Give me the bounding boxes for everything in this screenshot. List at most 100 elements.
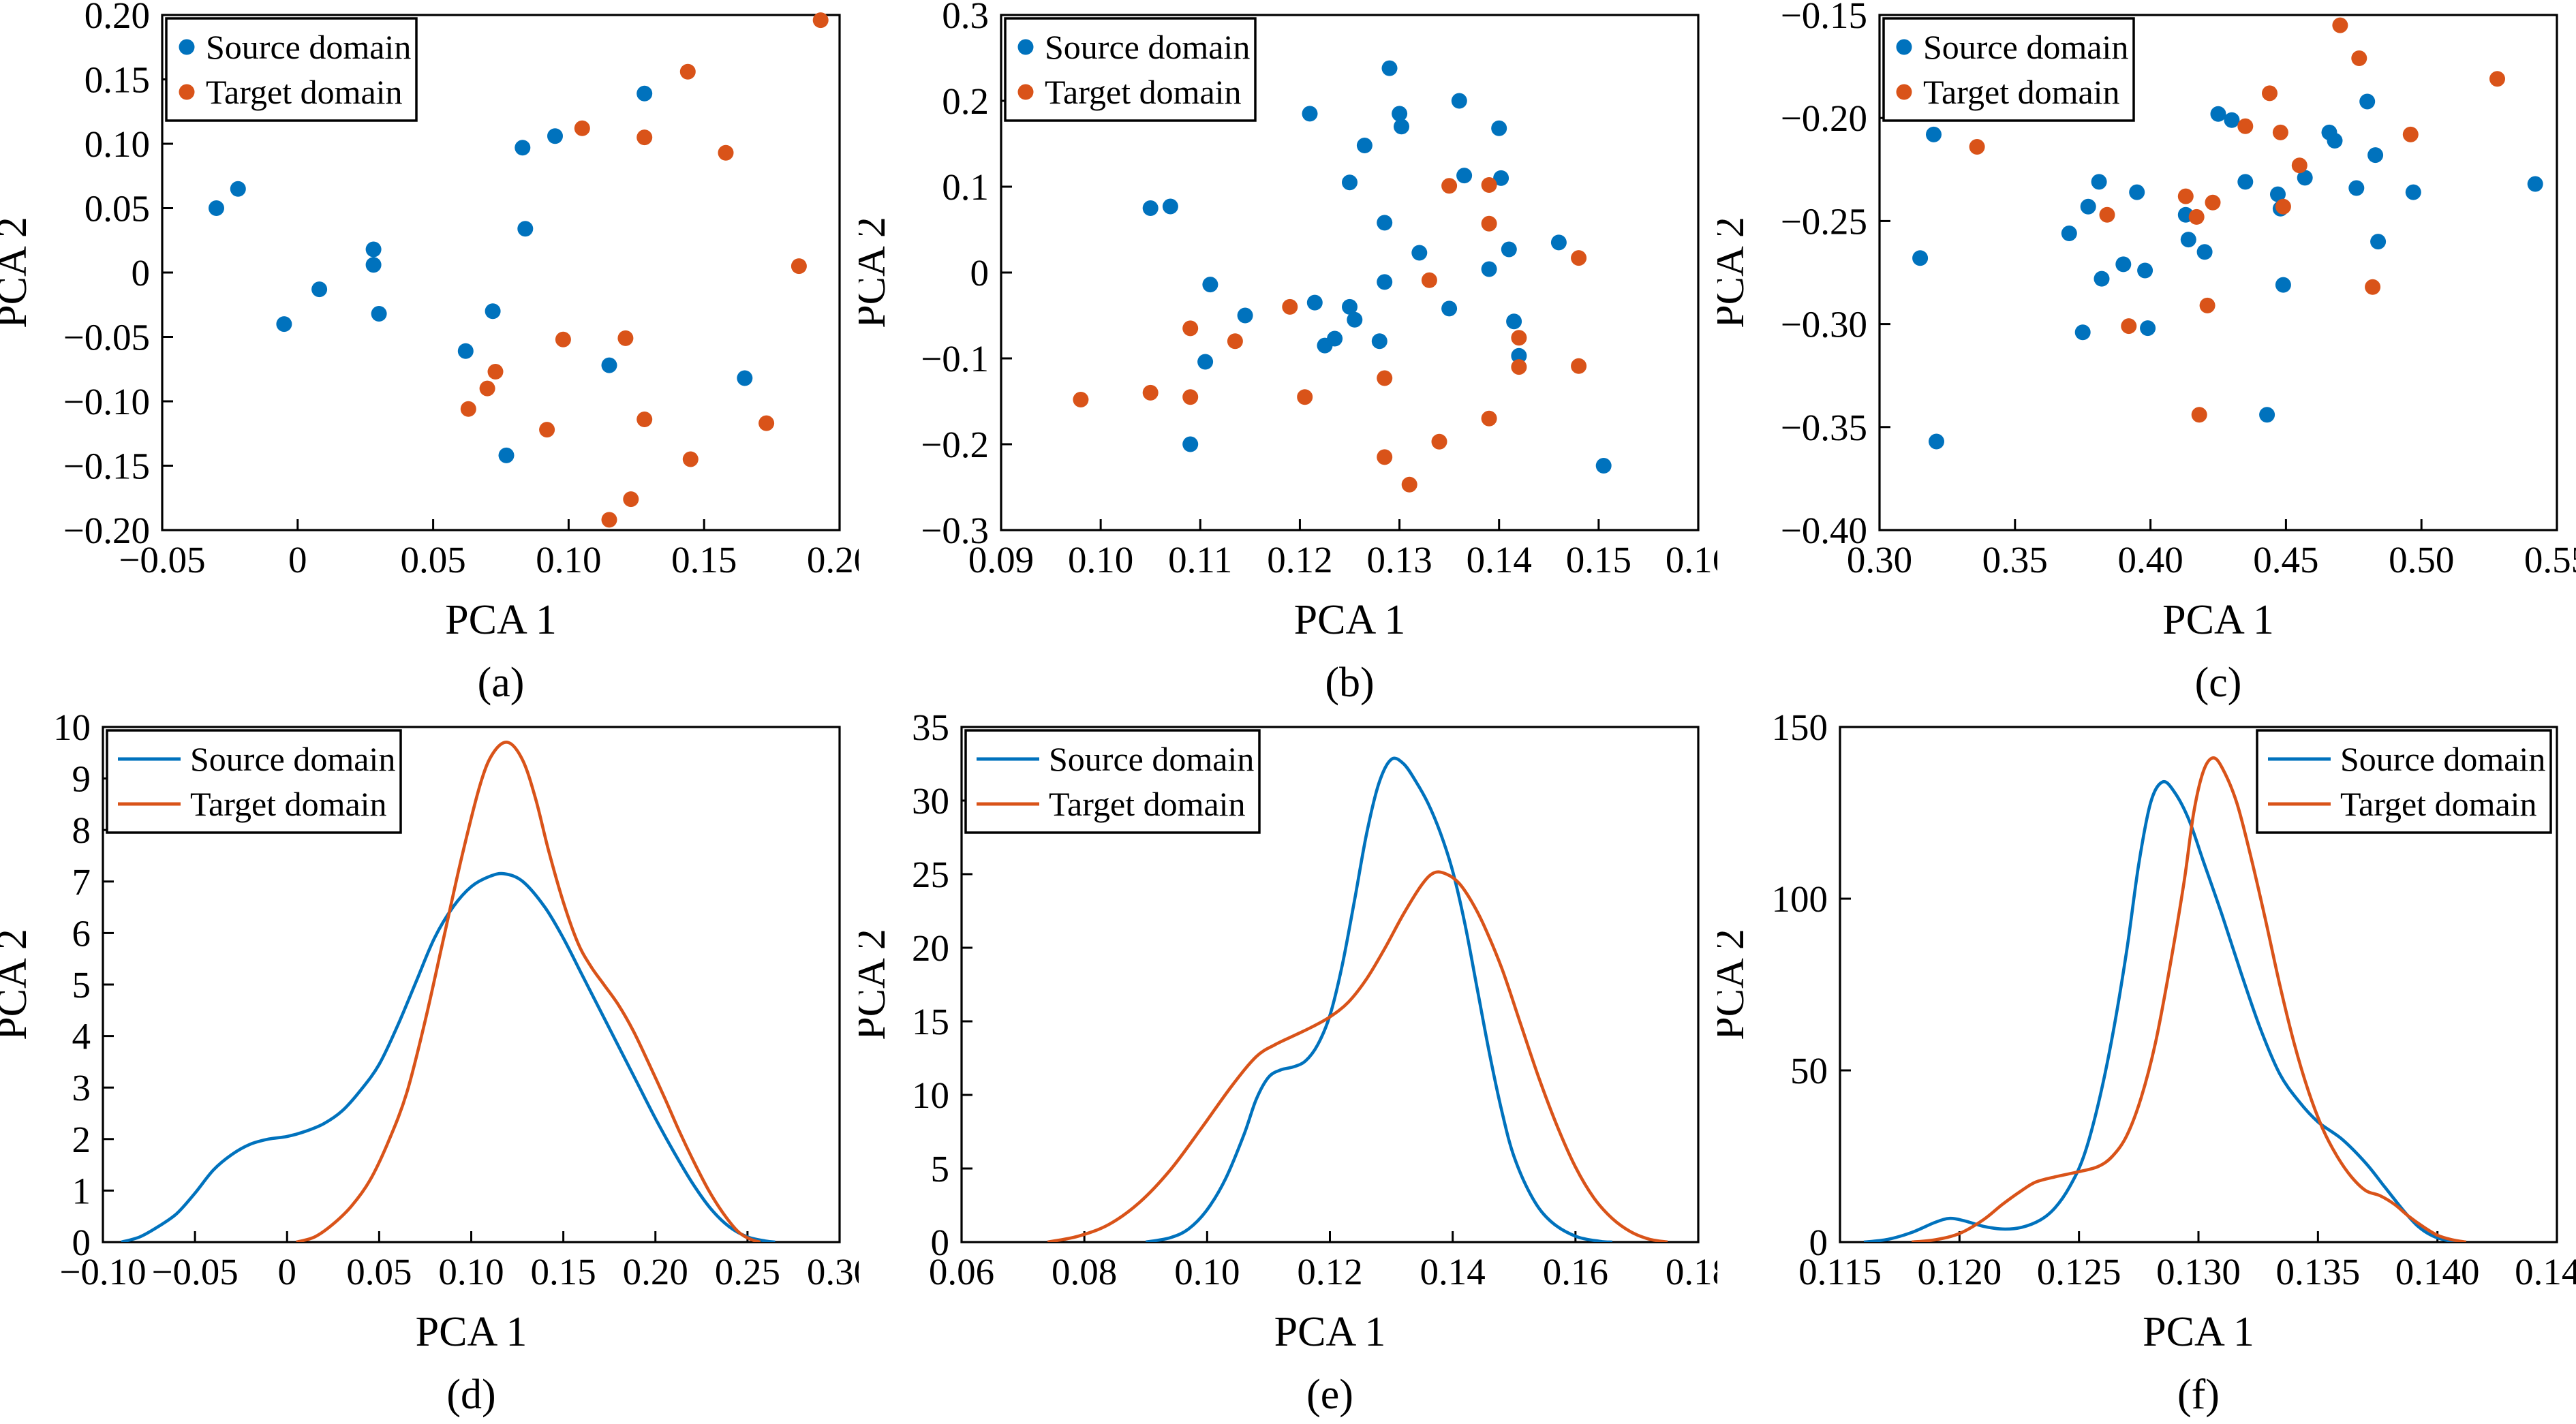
target-point xyxy=(1571,250,1587,266)
legend-label-source: Source domain xyxy=(2340,740,2545,778)
y-tick-label: 0 xyxy=(132,252,151,294)
source-point xyxy=(1347,311,1363,328)
target-point xyxy=(682,451,699,467)
target-point xyxy=(460,401,476,417)
y-axis-label: PCA 2 xyxy=(859,217,894,328)
x-tick-label: 0.05 xyxy=(346,1251,412,1293)
plot-box xyxy=(161,14,841,531)
y-tick-label: 0.3 xyxy=(942,0,989,36)
target-point xyxy=(1969,139,1985,155)
source-point xyxy=(365,241,382,258)
source-point xyxy=(2527,176,2543,192)
target-point xyxy=(2275,198,2291,215)
legend-marker-dot-source xyxy=(179,39,195,55)
target-point xyxy=(2237,118,2254,134)
y-tick-label: 35 xyxy=(912,712,949,748)
source-point xyxy=(1441,300,1458,317)
x-axis-label: PCA 1 xyxy=(2162,597,2274,643)
target-point xyxy=(1481,410,1497,427)
target-point xyxy=(1571,358,1587,374)
source-point xyxy=(2237,174,2254,190)
legend-label-target: Target domain xyxy=(1045,73,1242,111)
chart-d-svg: −0.10−0.05 0 0.05 0.10 0.15 0.20 0.25 0.30 0 1 2 3 4… xyxy=(0,712,859,1424)
x-tick-label: 0.09 xyxy=(968,539,1034,581)
source-point xyxy=(1595,458,1612,474)
source-point xyxy=(2080,198,2096,215)
source-point xyxy=(737,370,753,386)
x-tick-label: 0.15 xyxy=(531,1251,596,1293)
y-tick-label: 150 xyxy=(1772,712,1828,748)
y-tick-label: 0.1 xyxy=(942,166,989,208)
target-point xyxy=(2332,17,2348,33)
target-point xyxy=(1297,389,1313,405)
chart-f: 0.115 0.120 0.125 0.130 0.135 0.140 0.145 0 50 10… xyxy=(1717,712,2576,1424)
x-tick-label: 0.15 xyxy=(1566,539,1631,581)
y-tick-label: 5 xyxy=(931,1148,950,1190)
target-point xyxy=(1431,433,1447,450)
x-tick-label: 0.12 xyxy=(1297,1251,1362,1293)
target-point xyxy=(1421,272,1437,288)
target-point xyxy=(617,330,634,346)
plot-box xyxy=(1878,14,2558,531)
y-tick-label: 10 xyxy=(53,712,91,748)
source-point xyxy=(2137,262,2153,279)
x-tick-label: 0.140 xyxy=(2395,1251,2480,1293)
source-point xyxy=(1381,60,1398,76)
target-point xyxy=(679,63,696,80)
x-tick-label: −0.10 xyxy=(59,1251,146,1293)
source-point xyxy=(2061,226,2077,241)
source-point xyxy=(1926,126,1942,142)
target-point xyxy=(2205,194,2221,211)
y-tick-label: −0.20 xyxy=(63,510,150,551)
y-tick-label: 0.20 xyxy=(85,0,150,36)
y-tick-label: 0 xyxy=(1809,1222,1828,1263)
series-target-points xyxy=(1073,177,1587,493)
source-point xyxy=(1456,168,1473,184)
y-tick-label: 15 xyxy=(912,1001,949,1042)
source-point xyxy=(1342,298,1358,315)
x-tick-label: 0.25 xyxy=(715,1251,780,1293)
legend: Source domain Target domain xyxy=(1004,17,1257,122)
y-tick-label: 1 xyxy=(72,1170,91,1211)
target-point xyxy=(1142,384,1159,401)
y-tick-label: −0.20 xyxy=(1781,97,1867,139)
target-point xyxy=(791,258,807,275)
y-tick-label: 2 xyxy=(72,1119,91,1160)
y-tick-label: −0.10 xyxy=(63,381,150,422)
target-point xyxy=(1511,359,1527,375)
source-point xyxy=(1356,138,1373,153)
chart-c-svg: 0.30 0.35 0.40 0.45 0.50 0.55 −0.40 −0.35 −0.30 −… xyxy=(1717,0,2576,712)
x-tick-label: 0.14 xyxy=(1420,1251,1486,1293)
x-tick-label: 0.55 xyxy=(2524,539,2576,581)
x-tick-label: 0.135 xyxy=(2275,1251,2360,1293)
source-point xyxy=(1142,200,1159,216)
legend-marker-dot-source xyxy=(1896,39,1912,55)
y-tick-label: 4 xyxy=(72,1016,91,1057)
y-tick-label: 0.15 xyxy=(85,59,150,101)
source-point xyxy=(311,281,328,298)
chart-d: −0.10−0.05 0 0.05 0.10 0.15 0.20 0.25 0.30 0 1 2 3 4… xyxy=(0,712,859,1424)
source-point xyxy=(2359,93,2376,110)
y-tick-label: 3 xyxy=(72,1067,91,1109)
y-tick-label: −0.2 xyxy=(921,424,989,465)
series-target-curve xyxy=(1047,870,1668,1242)
source-point xyxy=(1392,106,1408,122)
y-tick-label: −0.40 xyxy=(1781,510,1867,551)
target-point xyxy=(637,129,653,146)
y-axis-label: PCA 2 xyxy=(1717,929,1753,1040)
x-axis-label: PCA 1 xyxy=(416,1309,527,1355)
x-tick-label: 0.115 xyxy=(1798,1251,1882,1293)
x-tick-label: 0.35 xyxy=(1982,539,2048,581)
target-point xyxy=(1481,177,1497,193)
target-point xyxy=(1401,476,1417,493)
y-tick-label: −0.3 xyxy=(921,510,989,551)
target-point xyxy=(2121,318,2137,335)
target-point xyxy=(2177,188,2194,204)
legend: Source domain Target domain xyxy=(2256,729,2552,834)
source-point xyxy=(1377,215,1393,231)
target-point xyxy=(1377,449,1393,465)
plot-box xyxy=(1000,14,1700,531)
y-tick-label: 0.2 xyxy=(942,80,989,122)
target-point xyxy=(1377,370,1393,386)
